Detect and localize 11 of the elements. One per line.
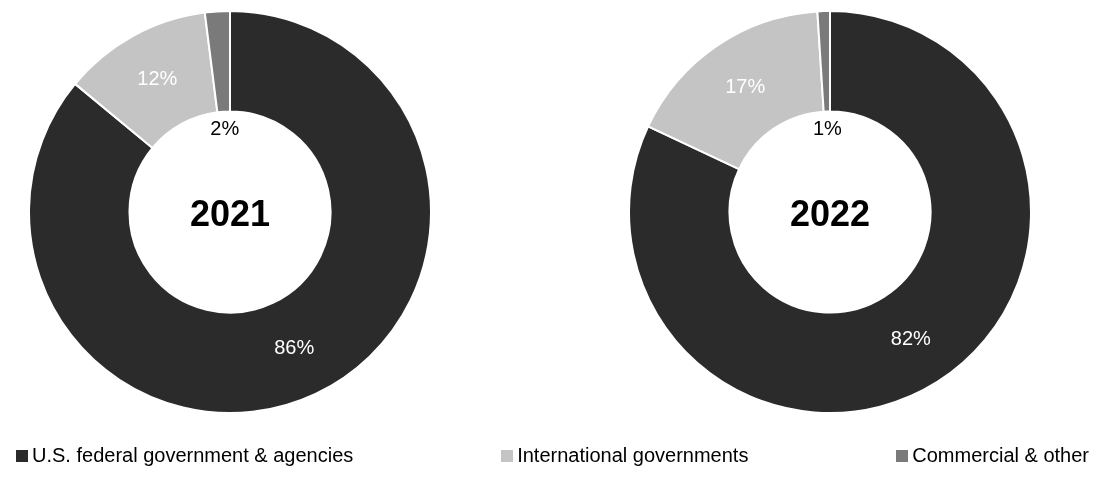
- data-label: 12%: [137, 67, 178, 90]
- data-label: 2%: [210, 117, 240, 140]
- data-label: 86%: [274, 335, 315, 358]
- data-label: 82%: [890, 326, 932, 349]
- legend-label: Commercial & other: [912, 444, 1089, 467]
- data-label: 17%: [725, 74, 766, 97]
- legend-label: International governments: [517, 444, 749, 467]
- text: 2022: [789, 192, 871, 234]
- data-label: 1%: [812, 117, 843, 140]
- legend-label: U.S. federal government & agencies: [32, 444, 354, 467]
- text: 2021: [189, 192, 271, 234]
